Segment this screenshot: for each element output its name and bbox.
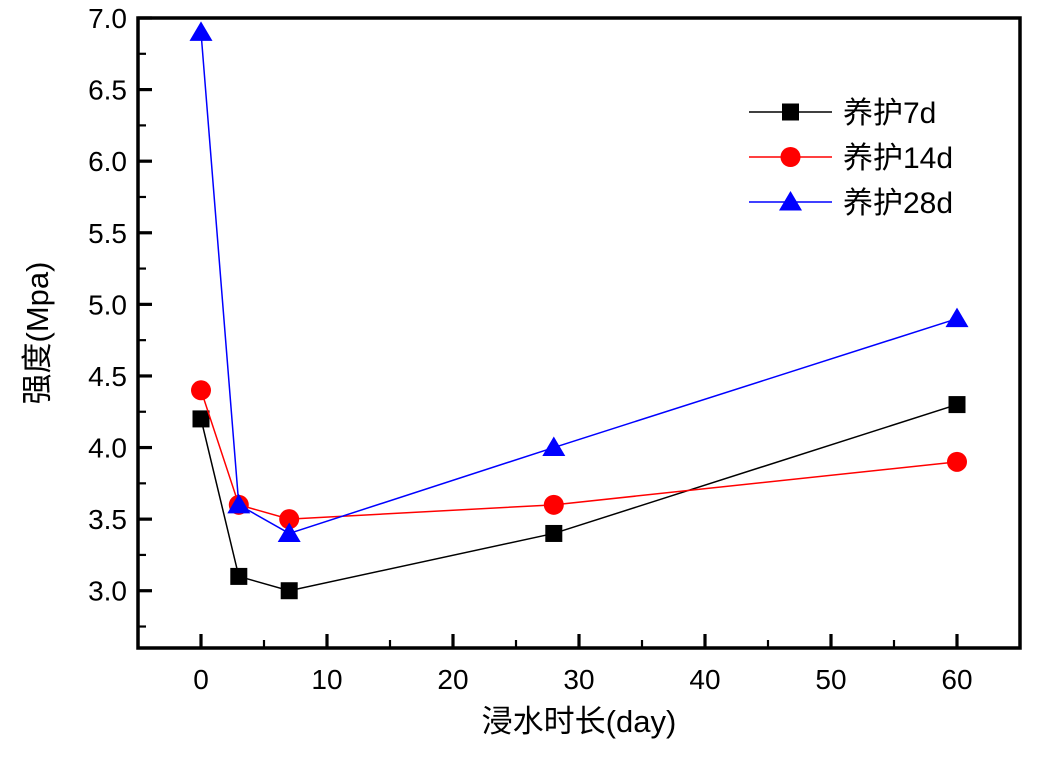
legend-item-1: 养护14d: [749, 142, 953, 175]
series-2-marker: [945, 307, 969, 328]
y-tick-label: 4.0: [88, 433, 127, 464]
series-1-marker: [279, 509, 300, 530]
y-tick-label: 3.5: [88, 504, 127, 535]
series-2-marker: [227, 493, 251, 514]
y-tick-label: 4.5: [88, 361, 127, 392]
series-1-marker: [947, 451, 967, 472]
legend-square-marker-icon: [782, 103, 799, 121]
legend-label: 养护28d: [843, 187, 953, 220]
x-tick-label: 0: [193, 664, 209, 695]
y-tick-label: 5.0: [88, 289, 127, 320]
plot-area: 0 10 20 30 40 50 60 3.0 3.5 4.0 4.5 5.0 5.5 6.0 6.5 7.0: [88, 3, 1022, 695]
x-tick-label: 10: [311, 664, 342, 695]
series-2-marker: [277, 522, 301, 542]
x-axis-title: 浸水时长(day): [482, 704, 677, 739]
legend-label: 养护14d: [843, 142, 953, 175]
series-2-marker: [542, 436, 566, 457]
y-tick-label: 5.5: [88, 218, 127, 249]
x-tick-label: 20: [437, 664, 468, 695]
legend-circle-marker-icon: [780, 147, 801, 167]
y-tick-label: 6.5: [88, 75, 127, 106]
legend-item-2: 养护28d: [749, 187, 953, 220]
series-0-line: [200, 403, 958, 592]
series-1-line: [200, 390, 958, 520]
series-0-marker: [948, 396, 966, 414]
legend-label: 养护7d: [843, 97, 936, 130]
series-0-marker: [280, 582, 298, 600]
y-tick-label: 6.0: [88, 146, 127, 177]
legend-triangle-marker-icon: [779, 191, 802, 211]
y-tick-label: 7.0: [88, 3, 127, 34]
x-tick-label: 40: [689, 664, 720, 695]
series-0-marker: [192, 410, 210, 428]
series-2-marker: [189, 21, 213, 41]
y-axis-title: 强度(Mpa): [20, 262, 55, 405]
x-tick-label: 60: [941, 664, 972, 695]
y-tick-label: 3.0: [88, 576, 127, 607]
plot-frame: [136, 16, 1022, 650]
series-1-marker: [191, 380, 211, 401]
series-1-marker: [543, 494, 564, 515]
x-tick-label: 30: [563, 664, 594, 695]
x-tick-label: 50: [815, 664, 846, 695]
series-0-marker: [230, 567, 248, 585]
series-0-marker: [545, 524, 563, 542]
legend: 养护7d 养护14d 养护28d: [749, 97, 953, 220]
legend-item-0: 养护7d: [749, 97, 936, 130]
